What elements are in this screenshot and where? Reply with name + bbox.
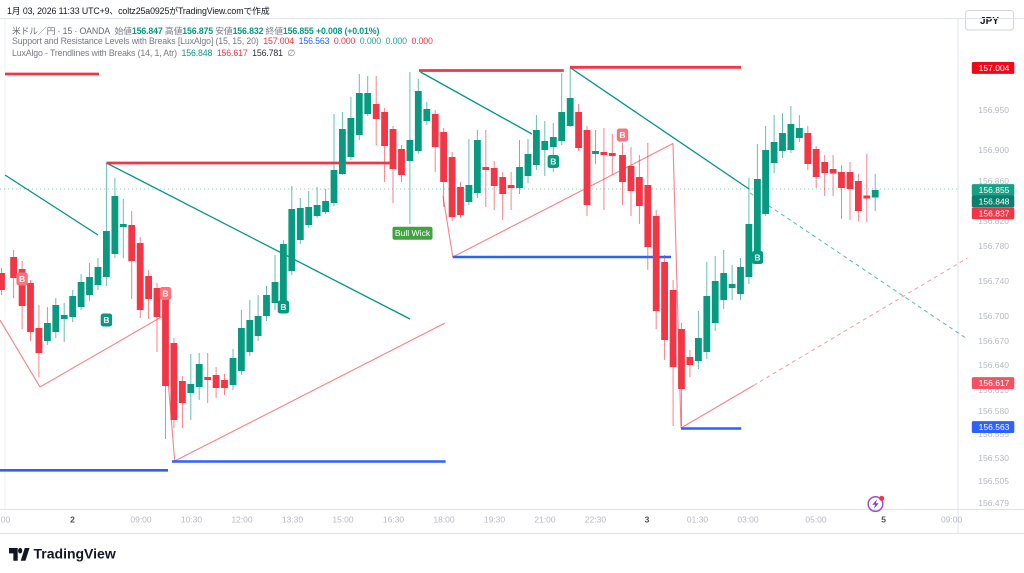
svg-text:3: 3: [645, 515, 650, 525]
svg-text:156.580: 156.580: [978, 406, 1009, 416]
svg-text:21:00: 21:00: [534, 515, 556, 525]
svg-text:Bull Wick: Bull Wick: [395, 228, 431, 238]
svg-text:156.740: 156.740: [978, 276, 1009, 286]
svg-text:157.004: 157.004: [979, 63, 1010, 73]
svg-text:156.900: 156.900: [978, 145, 1009, 155]
svg-text:156.563: 156.563: [979, 422, 1010, 432]
svg-text:19:30: 19:30: [484, 515, 506, 525]
svg-text:B: B: [280, 302, 286, 312]
svg-text:2: 2: [70, 515, 75, 525]
svg-text:156.820: 156.820: [978, 216, 1009, 226]
svg-text:156.837: 156.837: [979, 209, 1010, 219]
svg-text:156.530: 156.530: [978, 453, 1009, 463]
svg-text:18:00: 18:00: [433, 515, 455, 525]
svg-text:B: B: [619, 130, 625, 140]
svg-text:156.555: 156.555: [978, 429, 1009, 439]
svg-text:156.855: 156.855: [979, 185, 1010, 195]
svg-text:B: B: [19, 274, 25, 284]
svg-text:TradingView: TradingView: [34, 546, 116, 562]
svg-text:156.610: 156.610: [978, 385, 1009, 395]
svg-text:22:30: 22:30: [585, 515, 607, 525]
svg-text:156.505: 156.505: [978, 476, 1009, 486]
svg-text:156.860: 156.860: [978, 176, 1009, 186]
svg-text:156.848: 156.848: [979, 197, 1010, 207]
svg-text:01:30: 01:30: [687, 515, 709, 525]
svg-text:B: B: [162, 289, 168, 299]
svg-text:156.670: 156.670: [978, 336, 1009, 346]
svg-text:156.780: 156.780: [978, 241, 1009, 251]
svg-text:09:00: 09:00: [130, 515, 152, 525]
svg-text:00: 00: [1, 515, 11, 525]
svg-text:05:00: 05:00: [805, 515, 827, 525]
svg-text:156.479: 156.479: [978, 498, 1009, 508]
svg-text:156.640: 156.640: [978, 360, 1009, 370]
svg-text:16:30: 16:30: [383, 515, 405, 525]
svg-text:13:30: 13:30: [282, 515, 304, 525]
svg-text:15:00: 15:00: [332, 515, 354, 525]
svg-text:B: B: [754, 253, 760, 263]
svg-text:JPY: JPY: [980, 16, 999, 27]
svg-text:156.700: 156.700: [978, 311, 1009, 321]
svg-text:156.617: 156.617: [979, 378, 1010, 388]
svg-text:B: B: [103, 315, 109, 325]
svg-text:03:00: 03:00: [737, 515, 759, 525]
svg-text:5: 5: [881, 515, 886, 525]
svg-text:09:00: 09:00: [941, 515, 963, 525]
svg-text:156.950: 156.950: [978, 105, 1009, 115]
svg-text:12:00: 12:00: [231, 515, 253, 525]
svg-text:10:30: 10:30: [181, 515, 203, 525]
svg-text:B: B: [550, 157, 556, 167]
